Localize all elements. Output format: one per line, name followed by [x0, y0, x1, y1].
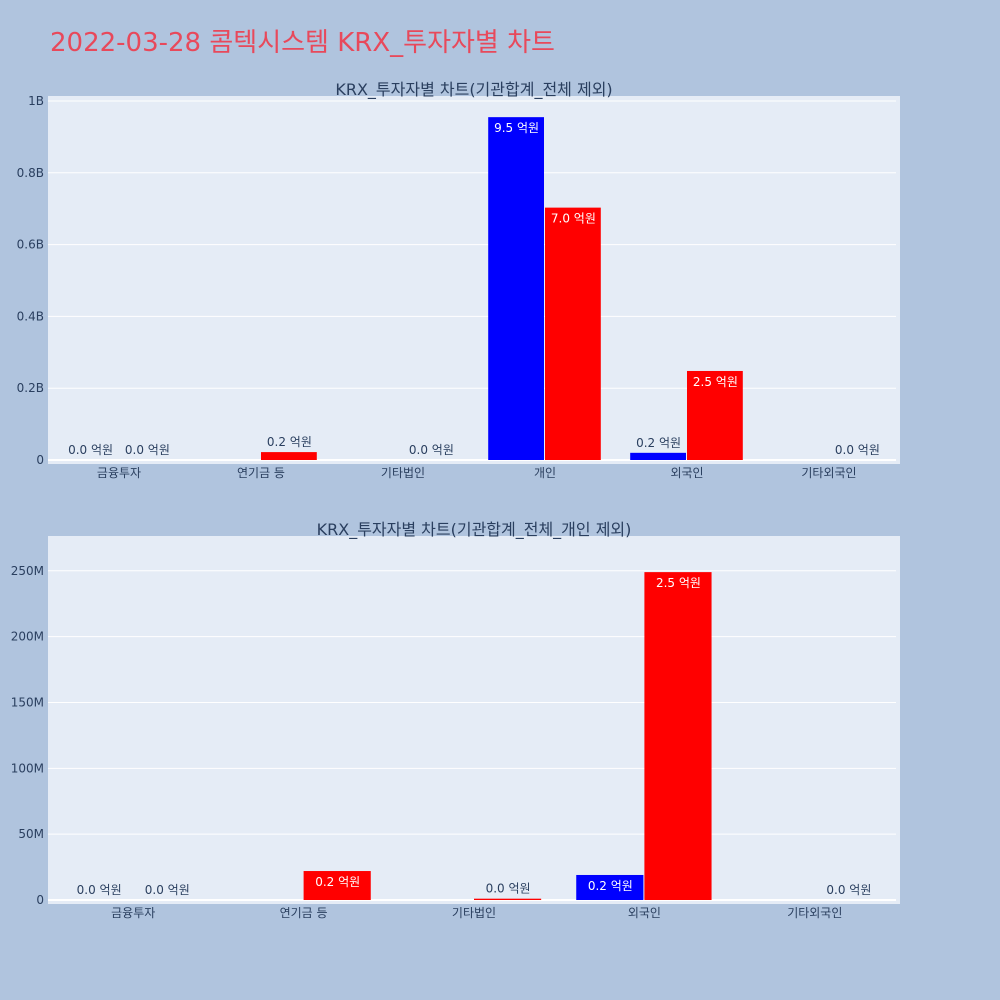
- x-tick-label: 외국인: [628, 906, 661, 920]
- data-label: 0.0 억원: [826, 883, 871, 897]
- y-tick-label: 250M: [11, 564, 44, 578]
- bar: [545, 207, 601, 460]
- bar: [261, 452, 317, 460]
- chart-2: KRX_투자자별 차트(기관합계_전체_개인 제외) 0 50M 100M 150M 2…: [11, 520, 900, 920]
- data-label: 0.2 억원: [315, 875, 360, 889]
- data-label: 0.2 억원: [588, 879, 633, 893]
- bar: [630, 452, 686, 460]
- chart-1: KRX_투자자별 차트(기관합계_전체 제외) 0 0.2B 0.4B 0.6B 0.8…: [17, 80, 900, 480]
- y-tick-label: 150M: [11, 695, 44, 709]
- data-label: 7.0 억원: [551, 212, 596, 226]
- data-label: 0.2 억원: [636, 436, 681, 450]
- y-tick-label: 0: [36, 453, 44, 467]
- y-tick-label: 200M: [11, 630, 44, 644]
- data-label: 0.0 억원: [409, 443, 454, 457]
- x-tick-label: 기타외국인: [801, 466, 856, 480]
- x-tick-label: 기타법인: [381, 466, 425, 480]
- x-tick-label: 연기금 등: [280, 906, 328, 920]
- y-tick-label: 0.4B: [17, 309, 44, 323]
- x-tick-label: 기타외국인: [787, 906, 842, 920]
- x-tick-label: 기타법인: [452, 906, 496, 920]
- x-tick-label: 개인: [534, 466, 556, 480]
- data-label: 2.5 억원: [693, 375, 738, 389]
- x-tick-label: 연기금 등: [237, 466, 285, 480]
- y-tick-label: 0: [36, 893, 44, 907]
- page-title: 2022-03-28 콤텍시스템 KRX_투자자별 차트: [50, 28, 555, 58]
- plot-area-1: [48, 96, 900, 464]
- bar: [474, 898, 542, 900]
- y-tick-label: 0.2B: [17, 381, 44, 395]
- y-tick-label: 1B: [28, 94, 44, 108]
- data-label: 0.0 억원: [77, 883, 122, 897]
- data-label: 0.0 억원: [835, 443, 880, 457]
- data-label: 0.0 억원: [68, 443, 113, 457]
- y-tick-label: 50M: [18, 827, 44, 841]
- chart-1-title: KRX_투자자별 차트(기관합계_전체 제외): [335, 80, 612, 100]
- bar: [644, 572, 712, 900]
- x-tick-label: 금융투자: [97, 466, 141, 480]
- bar: [687, 370, 743, 460]
- bar: [488, 117, 544, 460]
- data-label: 0.0 억원: [125, 443, 170, 457]
- data-label: 2.5 억원: [656, 576, 701, 590]
- y-tick-label: 0.6B: [17, 238, 44, 252]
- data-label: 0.0 억원: [486, 882, 531, 896]
- y-tick-label: 0.8B: [17, 166, 44, 180]
- chart-2-title: KRX_투자자별 차트(기관합계_전체_개인 제외): [317, 520, 632, 540]
- data-label: 9.5 억원: [494, 121, 539, 135]
- data-label: 0.2 억원: [267, 435, 312, 449]
- data-label: 0.0 억원: [145, 883, 190, 897]
- x-tick-label: 금융투자: [111, 906, 155, 920]
- bar: [303, 871, 371, 900]
- x-tick-label: 외국인: [670, 466, 703, 480]
- plot-area-2: [48, 536, 900, 904]
- y-tick-label: 100M: [11, 761, 44, 775]
- bar: [576, 874, 644, 900]
